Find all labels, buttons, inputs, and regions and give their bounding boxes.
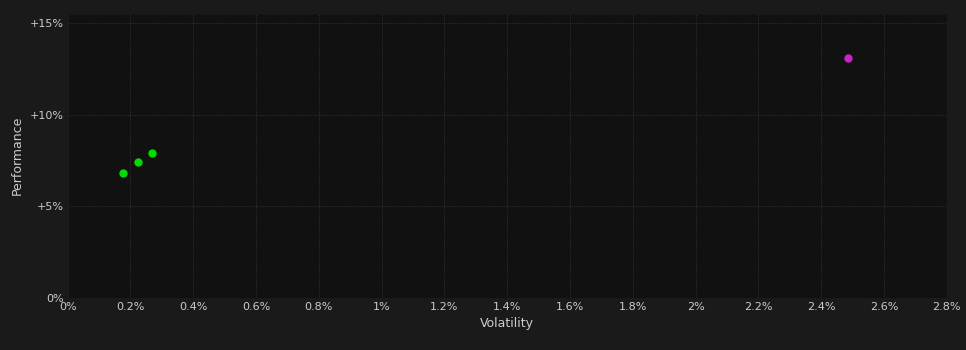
- Y-axis label: Performance: Performance: [11, 116, 24, 195]
- X-axis label: Volatility: Volatility: [480, 317, 534, 330]
